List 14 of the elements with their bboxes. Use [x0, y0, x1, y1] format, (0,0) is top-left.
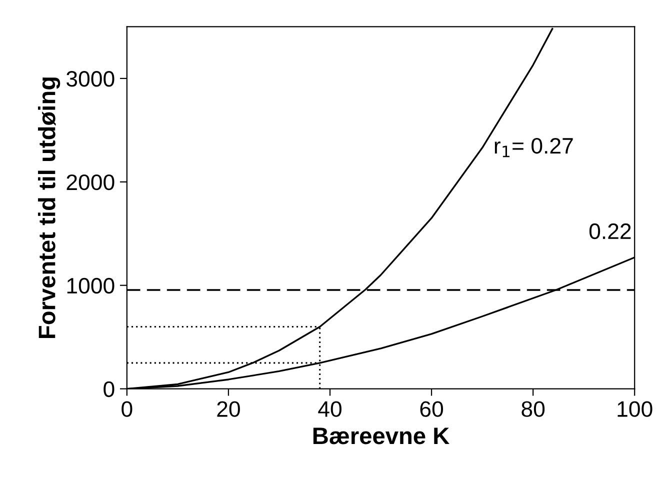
x-tick-label: 60: [420, 401, 444, 417]
x-tick-label: 80: [522, 401, 545, 417]
y-tick-label: 0: [104, 381, 114, 398]
y-axis-title: Forventet tid til utdøing: [38, 78, 60, 338]
x-tick-label: 100: [618, 401, 652, 417]
x-axis-title: Bæreevne K: [313, 428, 450, 444]
series-label: r$_{1}$= 0.27: [494, 138, 573, 158]
y-tick-label: 2000: [66, 174, 114, 190]
x-tick-label: 40: [318, 401, 342, 417]
y-tick-label: 3000: [66, 70, 114, 87]
x-tick-label: 0: [122, 401, 132, 417]
series-label: 0.22: [589, 223, 631, 240]
x-tick-label: 20: [217, 401, 240, 417]
y-tick-label: 1000: [67, 278, 114, 294]
